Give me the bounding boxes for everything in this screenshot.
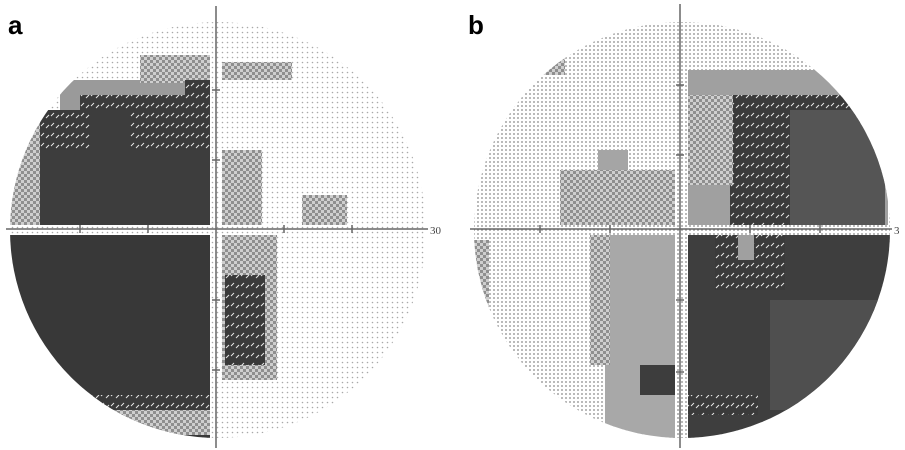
panel-b-ur-mid-dense — [790, 110, 885, 225]
panel-b-ll-left-edge — [474, 240, 489, 310]
panel-a-ur-defect-2 — [222, 150, 262, 225]
panel-a-ur-defect-3 — [302, 195, 347, 225]
panel-b-ul-defect-1 — [530, 45, 565, 75]
panel-a-field — [10, 22, 426, 438]
panel-a-dense-core-upper — [40, 150, 210, 225]
panel-b-ul-defect-3 — [560, 170, 675, 225]
panel-b-normal-region — [474, 22, 890, 438]
panel-a-ticks — [79, 89, 353, 371]
panel-a-ur-defect-1 — [222, 62, 292, 80]
panel-a-lower-fringe — [80, 395, 210, 410]
panel-b-ll-dense-spot — [640, 365, 675, 395]
panel-b-ll-column-edge — [590, 235, 610, 365]
panel-a-scale-label: 30 — [430, 225, 442, 237]
panel-a: a — [6, 6, 442, 448]
panel-a-dense-core-upper2 — [90, 110, 130, 150]
panel-b: b — [468, 4, 900, 448]
panel-b-lr-fringe-bottom — [688, 395, 758, 415]
panel-a-mild-band-top — [140, 55, 210, 83]
panel-b-letter: b — [468, 10, 484, 40]
panel-b-field — [474, 22, 890, 438]
panel-b-lr-mottled — [770, 300, 880, 410]
panel-b-lr-mild-spot — [738, 235, 754, 260]
panel-b-ur-checker — [688, 95, 733, 185]
panel-a-moderate-band-left — [10, 110, 40, 225]
panel-a-lower-mild — [110, 410, 210, 435]
panel-b-ll-column — [605, 235, 675, 438]
panel-a-letter: a — [8, 10, 23, 40]
panel-b-scale-label: 3 — [894, 225, 900, 237]
panel-b-ticks — [539, 84, 821, 373]
panel-a-lr-dense — [225, 275, 265, 365]
